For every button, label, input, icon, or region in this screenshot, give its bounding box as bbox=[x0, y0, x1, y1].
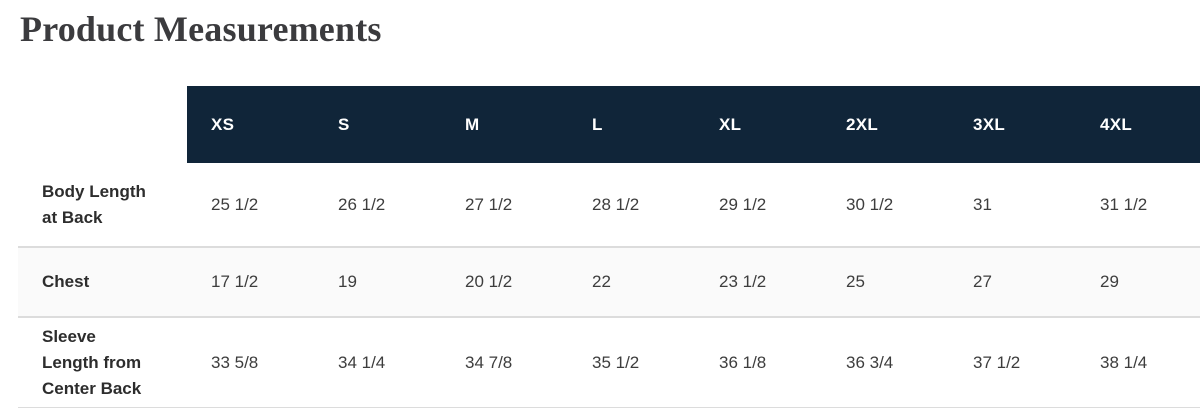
measurement-cell: 17 1/2 bbox=[211, 272, 259, 291]
measurement-cell: 25 bbox=[846, 272, 865, 291]
measurement-cell: 25 1/2 bbox=[211, 194, 259, 214]
measurement-cell: 36 3/4 bbox=[846, 352, 894, 372]
measurement-cell: 29 bbox=[1100, 272, 1119, 291]
table-row-chest: Chest 17 1/2 19 20 1/2 22 23 1/2 25 27 2… bbox=[18, 248, 1200, 316]
measurement-cell: 30 1/2 bbox=[846, 194, 894, 214]
measurement-cell: 19 bbox=[338, 272, 357, 291]
page-title: Product Measurements bbox=[20, 9, 382, 49]
size-header-m: M bbox=[465, 114, 480, 134]
row-label-line: Center Back bbox=[42, 378, 142, 398]
row-label-line: Chest bbox=[42, 272, 90, 291]
size-header-xl: XL bbox=[719, 114, 742, 134]
header-spacer bbox=[18, 86, 187, 163]
size-header-s: S bbox=[338, 114, 350, 134]
row-divider bbox=[18, 316, 1200, 318]
measurement-cell: 29 1/2 bbox=[719, 194, 767, 214]
size-header-2xl: 2XL bbox=[846, 114, 879, 134]
size-header-band: XS S M L XL 2XL 3XL 4XL bbox=[187, 86, 1200, 163]
measurement-cell: 33 5/8 bbox=[211, 352, 259, 372]
measurement-cell: 34 1/4 bbox=[338, 352, 386, 372]
row-label-line: at Back bbox=[42, 207, 103, 227]
size-header-xs: XS bbox=[211, 114, 235, 134]
measurement-cell: 28 1/2 bbox=[592, 194, 640, 214]
table-row-sleeve-length: Sleeve Length from Center Back 33 5/8 34… bbox=[18, 318, 1200, 407]
row-divider bbox=[18, 246, 1200, 248]
size-header-4xl: 4XL bbox=[1100, 114, 1133, 134]
product-measurements-table: XS S M L XL 2XL 3XL 4XL Body Length at B… bbox=[18, 86, 1200, 408]
row-label-line: Body Length bbox=[42, 181, 146, 201]
measurement-cell: 27 bbox=[973, 272, 992, 291]
row-label-line: Sleeve bbox=[42, 326, 96, 346]
measurement-cell: 37 1/2 bbox=[973, 352, 1021, 372]
measurement-cell: 26 1/2 bbox=[338, 194, 386, 214]
row-label: Chest bbox=[18, 269, 187, 295]
measurement-cell: 34 7/8 bbox=[465, 352, 513, 372]
measurement-cell: 23 1/2 bbox=[719, 272, 767, 291]
row-label: Body Length at Back bbox=[18, 179, 187, 231]
measurement-cell: 20 1/2 bbox=[465, 272, 513, 291]
measurement-cell: 27 1/2 bbox=[465, 194, 513, 214]
table-row-body-length: Body Length at Back 25 1/2 26 1/2 27 1/2… bbox=[18, 163, 1200, 246]
size-header-3xl: 3XL bbox=[973, 114, 1006, 134]
measurement-cell: 35 1/2 bbox=[592, 352, 640, 372]
measurement-cell: 31 1/2 bbox=[1100, 194, 1148, 214]
row-label: Sleeve Length from Center Back bbox=[18, 324, 187, 402]
size-header-row: XS S M L XL 2XL 3XL 4XL bbox=[18, 86, 1200, 163]
measurement-cell: 36 1/8 bbox=[719, 352, 767, 372]
row-label-line: Length from bbox=[42, 352, 142, 372]
measurement-cell: 31 bbox=[973, 194, 992, 214]
measurement-cell: 22 bbox=[592, 272, 611, 291]
size-header-l: L bbox=[592, 114, 603, 134]
measurement-cell: 38 1/4 bbox=[1100, 352, 1148, 372]
